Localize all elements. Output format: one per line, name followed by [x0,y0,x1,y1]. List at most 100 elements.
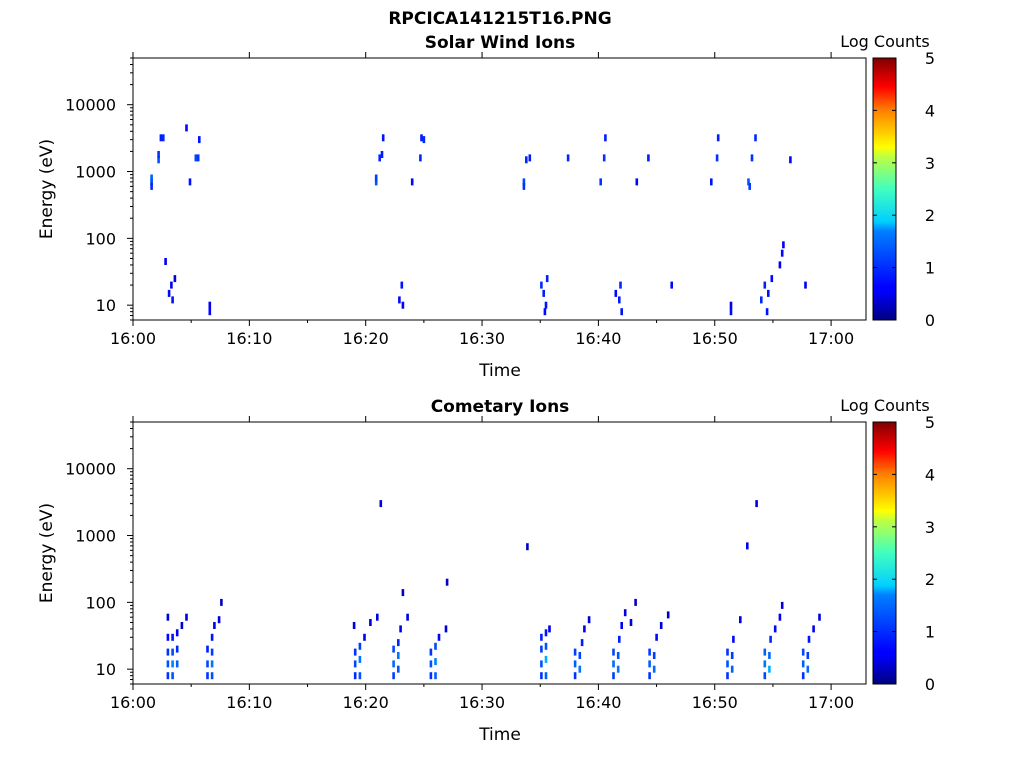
data-cell [162,134,165,142]
data-cell [429,648,433,656]
data-cell [397,665,400,673]
data-cell [392,645,395,653]
data-cell [540,633,543,641]
data-cell [647,154,650,162]
data-cell [666,611,670,619]
data-cell [380,151,384,158]
data-cell [648,660,651,668]
data-cell [422,136,426,144]
data-cell [768,665,771,673]
data-cell [374,174,378,182]
data-cell [540,645,543,653]
data-cell [419,154,422,162]
data-cell [573,648,577,656]
data-cell [545,275,549,283]
data-cell [434,672,437,680]
colorbar [872,57,897,321]
y-tick-label: 100 [85,593,116,612]
data-cell [716,134,720,142]
x-axis-label: Time [478,361,521,381]
data-cell [157,156,160,164]
colorbar-tick-label: 1 [925,623,935,642]
data-cell [540,672,543,680]
colorbar-label: Log Counts [840,32,930,51]
x-tick-label: 16:40 [575,693,621,712]
x-tick-label: 16:50 [692,329,738,348]
data-cell [544,672,548,680]
data-cell [528,154,532,162]
data-cell [544,642,548,650]
data-cell [726,672,729,680]
data-cell [763,281,767,289]
data-cell [540,660,543,668]
data-cell [420,134,423,142]
data-cell [612,648,615,656]
data-cell [206,645,209,653]
data-cell [434,642,437,650]
data-cell [544,629,548,637]
data-cell [185,124,188,132]
data-cell [429,660,433,668]
data-cell [750,154,754,162]
data-cell [806,652,810,659]
colorbar-tick-label: 5 [925,413,935,432]
data-cell [612,672,615,680]
data-cell [763,648,767,656]
data-cell [381,134,385,142]
data-cell [522,182,526,190]
data-cell [769,635,772,643]
data-cell [763,672,767,680]
data-cell [818,613,821,621]
data-cell [157,151,160,158]
data-cell [406,613,409,621]
y-tick-label: 10000 [65,96,116,115]
data-cell [542,289,545,297]
data-cell [599,178,602,186]
data-cell [754,134,757,142]
data-cell [185,613,188,621]
data-cell [164,258,167,265]
data-cell [659,622,663,629]
panel-title: Cometary Ions [431,397,570,417]
data-cell [171,633,174,641]
data-cell [166,672,170,680]
colorbar-tick-label: 3 [925,154,935,173]
data-cell [540,281,543,289]
x-tick-label: 16:40 [575,329,621,348]
data-cell [171,648,174,656]
data-cell [210,672,214,680]
figure-title: RPCICA141215T16.PNG [388,9,611,29]
data-cell [170,281,173,289]
x-tick-label: 16:20 [343,693,389,712]
data-cell [543,308,547,316]
data-cell [434,658,437,666]
y-tick-label: 10 [96,660,116,679]
data-cell [616,665,620,673]
x-tick-label: 17:00 [808,329,854,348]
y-tick-label: 10 [96,296,116,315]
data-cell [583,625,586,633]
data-cell [629,619,633,626]
data-cell [206,672,209,680]
data-cell [150,178,153,186]
data-cell [801,648,805,656]
data-cell [358,655,362,663]
data-cell [730,652,734,659]
data-cell [807,635,811,643]
colorbar-tick-label: 4 [925,101,935,120]
data-cell [573,672,577,680]
data-cell [353,648,357,656]
data-cell [773,625,777,633]
data-cell [778,261,782,269]
data-cell [353,672,357,680]
data-cell [445,578,449,586]
colorbar-ticks: 0 1 2 3 4 5 [873,49,935,330]
y-axis-label: Energy (eV) [37,139,57,239]
data-cell [730,665,734,673]
x-axis-label: Time [478,725,521,745]
data-cell [614,289,618,297]
data-cell [363,633,366,641]
data-cell [648,672,651,680]
colorbar-tick-label: 2 [925,206,935,225]
data-cell [782,241,785,249]
